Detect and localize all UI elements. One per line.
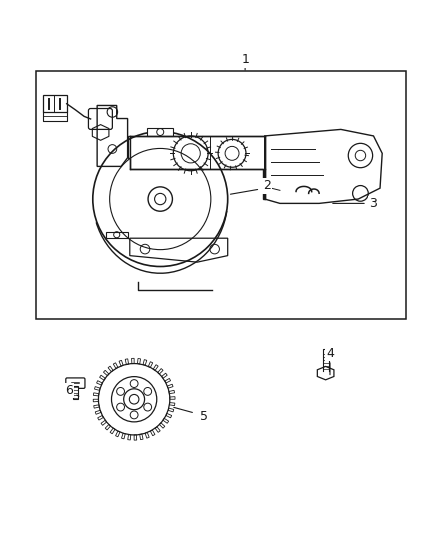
Bar: [147, 128, 173, 136]
Bar: [36, 71, 406, 319]
Bar: [43, 95, 67, 112]
Text: 6: 6: [65, 384, 73, 397]
Text: 1: 1: [241, 53, 249, 66]
Text: 4: 4: [326, 347, 334, 360]
FancyBboxPatch shape: [66, 378, 85, 389]
Text: 5: 5: [200, 410, 208, 423]
Bar: [73, 386, 78, 399]
Text: 2: 2: [263, 180, 271, 192]
Text: 3: 3: [370, 197, 378, 210]
FancyBboxPatch shape: [88, 109, 113, 130]
